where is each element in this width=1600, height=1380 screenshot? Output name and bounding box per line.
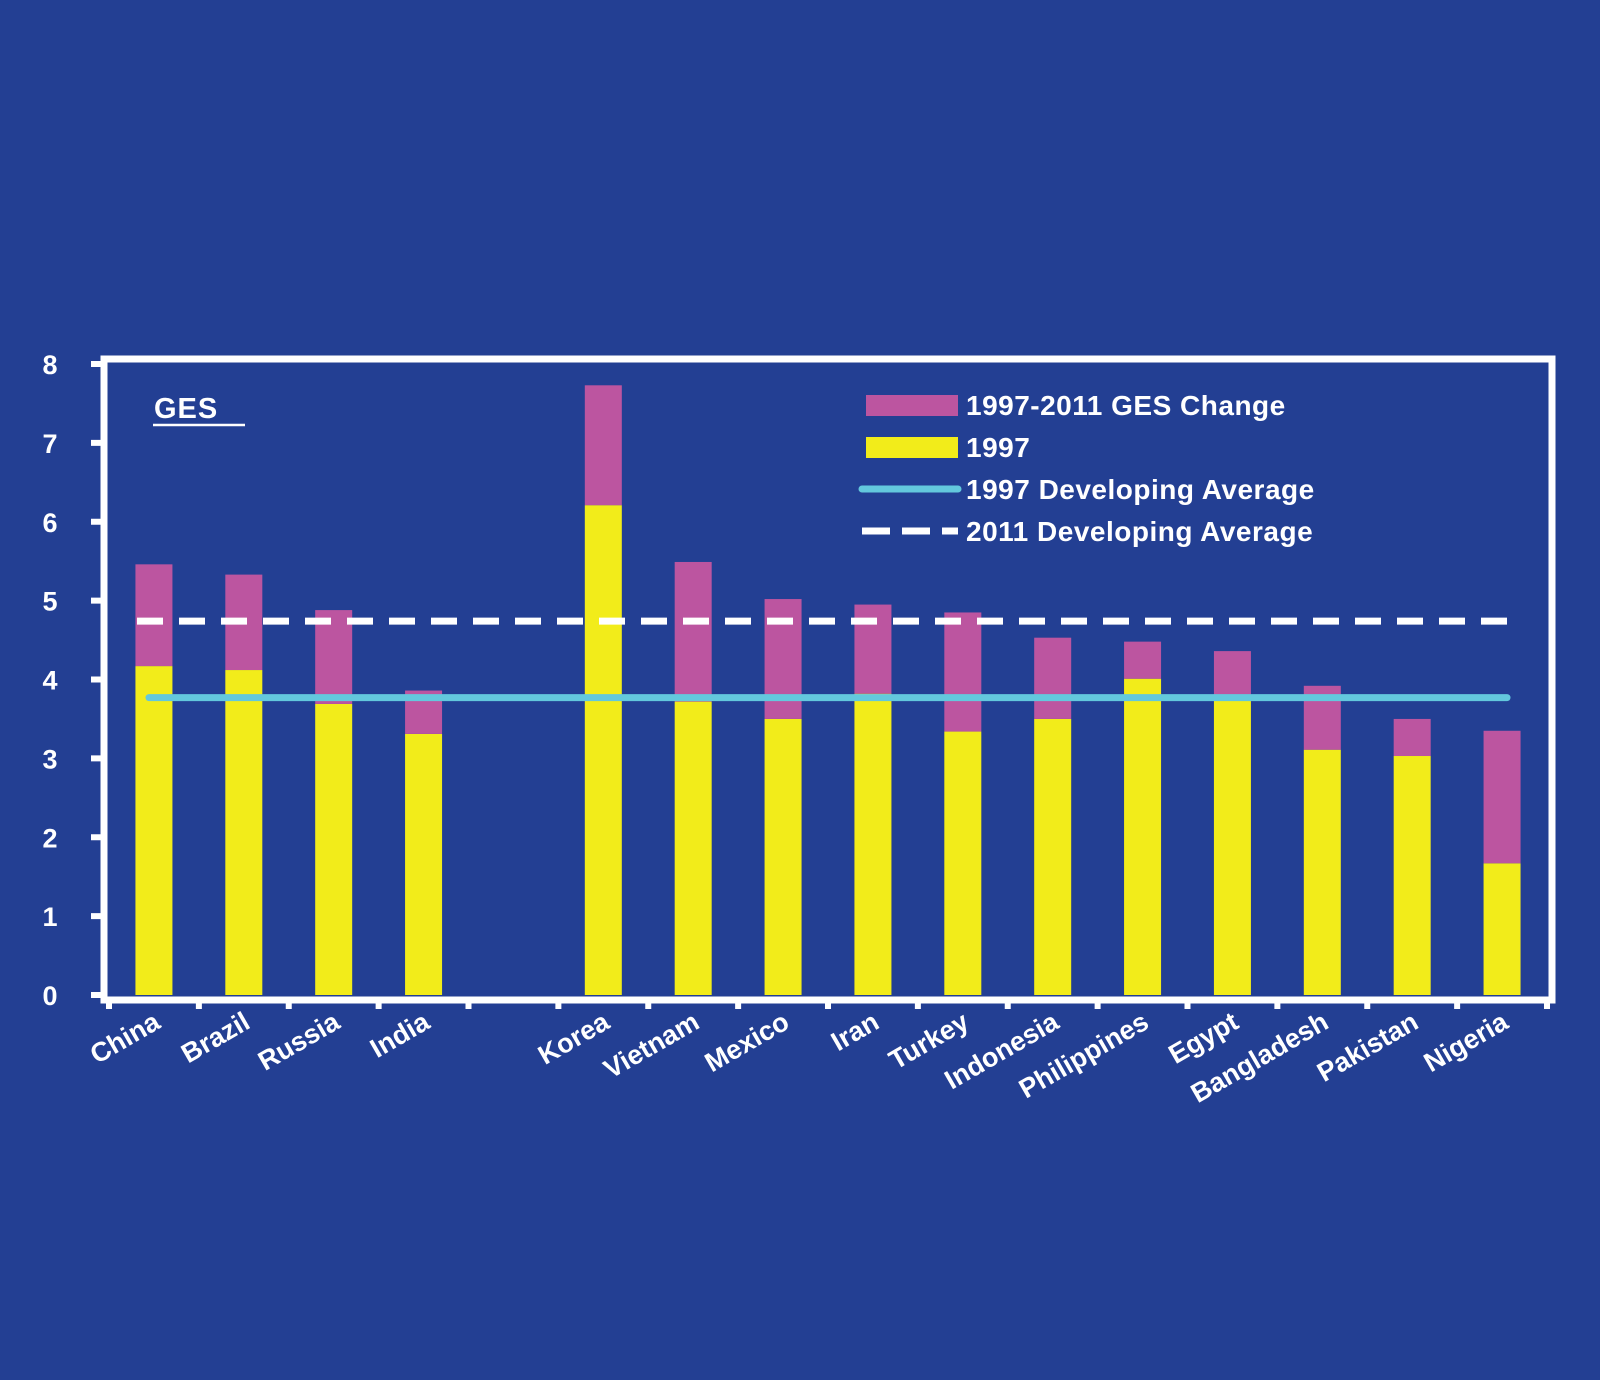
bar-1997-2011-ges-change-korea: [584, 385, 622, 506]
y-tick-label: 4: [42, 666, 57, 696]
bar-1997-2011-ges-change-china: [135, 564, 173, 667]
legend-swatch: [866, 437, 958, 458]
bar-1997-mexico: [764, 718, 802, 995]
bar-1997-russia: [315, 703, 353, 995]
legend-label: 1997 Developing Average: [966, 474, 1315, 505]
y-tick-label: 6: [42, 508, 57, 538]
bar-1997-korea: [584, 505, 622, 995]
bar-1997-philippines: [1124, 678, 1162, 995]
bar-1997-china: [135, 666, 173, 995]
bar-1997-nigeria: [1483, 863, 1521, 995]
x-label-pakistan: Pakistan: [1312, 1006, 1423, 1088]
y-axis: 0 1 2 3 4 5 6 7 8: [42, 350, 104, 1011]
legend-swatch: [866, 395, 958, 416]
x-label-mexico: Mexico: [700, 1006, 794, 1078]
x-label-vietnam: Vietnam: [599, 1006, 705, 1084]
bar-1997-pakistan: [1393, 756, 1431, 995]
y-tick-label: 8: [42, 350, 57, 380]
legend-label: 1997-2011 GES Change: [966, 390, 1286, 421]
bar-1997-2011-ges-change-nigeria: [1483, 730, 1521, 864]
legend-label: 1997: [966, 432, 1030, 463]
bar-1997-egypt: [1213, 699, 1251, 995]
bar-1997-iran: [854, 693, 892, 995]
legend-item-1997: 1997: [866, 432, 1030, 463]
bar-1997-india: [405, 733, 443, 995]
legend-label: 2011 Developing Average: [966, 516, 1313, 547]
bar-1997-2011-ges-change-russia: [315, 610, 353, 704]
x-label-china: China: [85, 1006, 166, 1070]
x-label-russia: Russia: [253, 1006, 346, 1077]
bar-1997-indonesia: [1034, 718, 1072, 995]
legend: 1997-2011 GES Change 1997 1997 Developing …: [858, 390, 1315, 547]
legend-item-1997-developing-average: 1997 Developing Average: [858, 474, 1315, 505]
reference-lines-layer: [137, 617, 1517, 702]
bar-1997-2011-ges-change-philippines: [1124, 641, 1162, 679]
bar-1997-2011-ges-change-vietnam: [674, 561, 712, 702]
bar-1997-vietnam: [674, 701, 712, 995]
bar-1997-turkey: [944, 731, 982, 995]
x-label-iran: Iran: [826, 1006, 884, 1057]
x-label-nigeria: Nigeria: [1419, 1006, 1514, 1078]
bar-1997-2011-ges-change-indonesia: [1034, 637, 1072, 719]
y-tick-label: 2: [42, 823, 57, 853]
bars-layer: [135, 385, 1521, 995]
legend-item-2011-developing-average: 2011 Developing Average: [862, 516, 1313, 547]
legend-item-1997-2011-ges-change: 1997-2011 GES Change: [866, 390, 1286, 421]
x-label-india: India: [365, 1006, 435, 1064]
y-tick-label: 3: [42, 744, 57, 774]
y-tick-label: 1: [42, 902, 57, 932]
bar-1997-bangladesh: [1303, 749, 1341, 995]
y-tick-label: 5: [42, 587, 57, 617]
bar-1997-2011-ges-change-egypt: [1213, 651, 1251, 700]
y-tick-label: 0: [42, 981, 57, 1011]
x-label-brazil: Brazil: [176, 1006, 255, 1069]
bar-1997-brazil: [225, 670, 263, 995]
panel-title: GES: [154, 393, 218, 425]
bar-1997-2011-ges-change-turkey: [944, 612, 982, 732]
y-tick-label: 7: [42, 429, 57, 459]
bar-1997-2011-ges-change-pakistan: [1393, 718, 1431, 757]
